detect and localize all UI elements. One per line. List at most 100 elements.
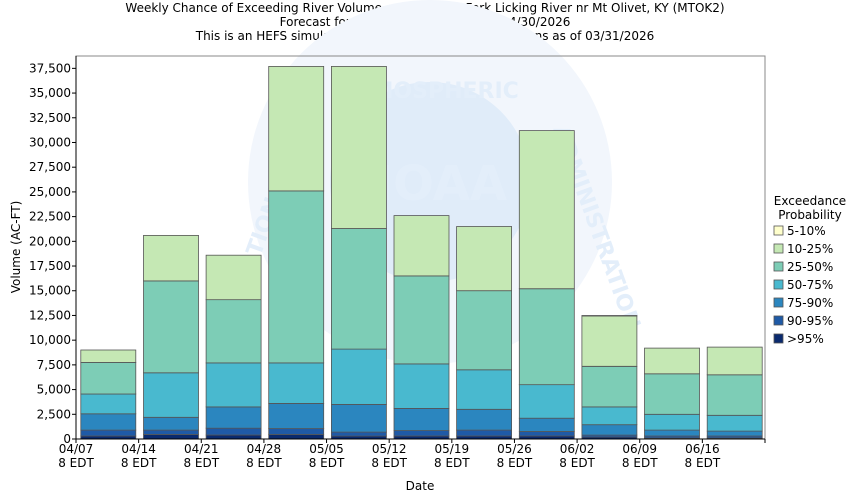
bar-segment [143,234,199,282]
x-tick-label: 05/19 [435,442,470,456]
bar-segment [518,431,575,437]
x-tick-label: 04/28 [247,442,282,456]
bar-segment [268,190,325,364]
bar-segment [330,66,387,229]
bar-segment [268,434,325,440]
bar-segment [393,275,450,365]
legend-entry: 50-75% [787,278,833,292]
legend-swatch [773,315,784,326]
bar-segment [706,414,763,432]
bar-segment [393,215,450,277]
bar-segment [456,290,513,371]
bar-segment [330,228,387,350]
x-tick-label: 8 EDT [121,456,157,470]
legend-swatch [773,243,784,254]
bar-segment [143,372,199,418]
x-tick-label: 8 EDT [246,456,282,470]
bar-segment [268,66,325,192]
x-tick-label: 06/09 [622,442,657,456]
legend-entry: 25-50% [787,260,833,274]
legend-title: Exceedance [774,194,846,208]
legend-entry: >95% [787,332,824,346]
bar-segment [518,384,575,419]
bar-segment [80,393,137,415]
bar-segment [581,424,638,436]
y-tick-label: 7,500 [37,358,71,372]
bar-segment [205,299,262,364]
x-tick-label: 8 EDT [497,456,533,470]
bar-segment [143,416,199,431]
x-tick-label: 05/12 [372,442,407,456]
x-tick-label: 04/07 [59,442,94,456]
bar-segment [393,363,450,409]
bar-segment [456,429,513,437]
bar-segment [518,130,575,290]
legend-entry: 75-90% [787,296,833,310]
y-tick-label: 22,500 [29,210,71,224]
x-tick-label: 05/26 [497,442,532,456]
bar-segment [581,315,638,317]
x-tick-label: 8 EDT [58,456,94,470]
bar-segment [268,362,325,404]
x-tick-label: 8 EDT [559,456,595,470]
x-tick-label: 8 EDT [622,456,658,470]
bar-segment [80,413,137,431]
bar-segment [581,365,638,408]
bar-segment [456,408,513,431]
bar-segment [205,362,262,408]
legend-swatch [773,297,784,308]
bar-segment [706,346,763,376]
bar-segment [644,413,700,431]
legend-entry: 5-10% [787,224,826,238]
y-tick-label: 32,500 [29,111,71,125]
bar-segment [456,369,513,410]
y-tick-label: 10,000 [29,333,71,347]
bar-segment [330,431,387,437]
x-tick-label: 06/02 [560,442,595,456]
y-tick-label: 2,500 [37,407,71,421]
bar-segment [80,429,137,437]
y-tick-label: 30,000 [29,135,71,149]
bar-segment [644,347,700,375]
x-tick-label: 04/21 [184,442,219,456]
bar-segment [205,406,262,429]
legend-swatch [773,225,784,236]
bar-segment [330,403,387,433]
y-tick-label: 25,000 [29,185,71,199]
bar-segment [644,373,700,415]
bar-segment [143,434,199,440]
bar-segment [205,254,262,301]
legend-swatch [773,279,784,290]
y-tick-label: 0 [63,432,71,446]
y-tick-label: 35,000 [29,86,71,100]
y-tick-label: 27,500 [29,160,71,174]
bar-segment [456,226,513,292]
y-tick-label: 12,500 [29,308,71,322]
bar-segment [581,315,638,367]
y-tick-label: 17,500 [29,259,71,273]
bar-segment [706,430,763,437]
y-tick-label: 15,000 [29,284,71,298]
bar-segment [205,434,262,440]
legend-title: Probability [778,208,841,222]
bar-segment [518,417,575,432]
legend-swatch [773,261,784,272]
x-axis-label: Date [406,479,435,493]
x-tick-label: 8 EDT [183,456,219,470]
bar-segment [518,288,575,386]
legend-swatch [773,333,784,344]
bar-segment [706,374,763,416]
bar-segment [80,361,137,395]
bar-segment [393,430,450,437]
y-tick-label: 20,000 [29,234,71,248]
bar-segment [644,429,700,437]
x-tick-label: 04/14 [121,442,156,456]
bar-segment [393,407,450,431]
x-tick-label: 8 EDT [371,456,407,470]
bar-segment [143,429,199,435]
legend-entry: 90-95% [787,314,833,328]
bar-segment [581,406,638,426]
